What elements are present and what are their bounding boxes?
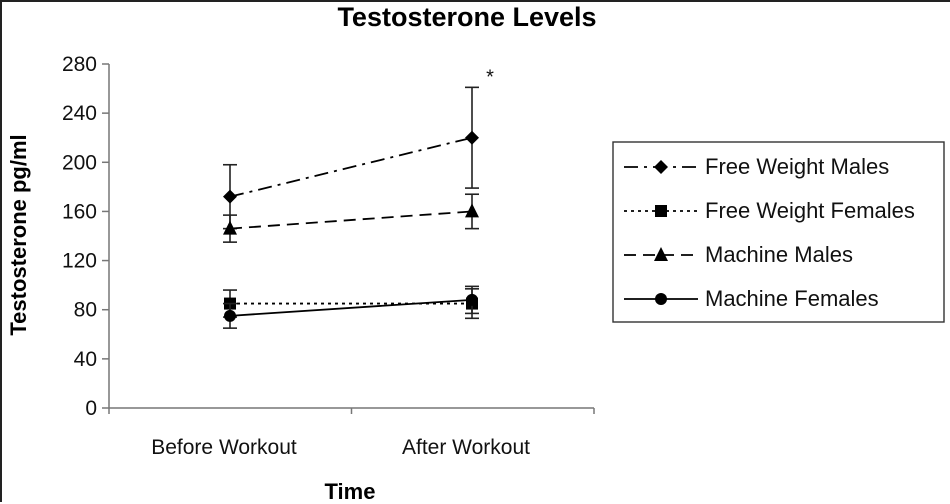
axes: 0 40 80 120 160 200 240 280 Before Workout After … [62,53,595,459]
legend-marker [655,293,667,305]
legend-marker [655,205,667,217]
y-tick-label: 280 [62,53,97,76]
legend-item-1: Free Weight Females [624,198,915,223]
series-line [229,136,473,198]
y-tick-label: 200 [62,151,97,174]
x-axis-label: Time [325,479,376,504]
series-line [229,210,473,230]
series-line [229,298,473,317]
legend-label: Machine Females [705,286,879,311]
y-tick-label: 0 [85,397,97,420]
data-point [465,130,479,145]
legend-box [612,141,945,323]
series-2 [223,193,479,243]
legend-label: Free Weight Females [705,198,915,223]
x-tick-label: After Workout [402,436,530,459]
legend-label: Machine Males [705,242,853,267]
data-point [223,220,237,235]
y-tick-label: 80 [74,299,97,322]
annotation-layer: * [486,66,494,88]
legend-item-2: Machine Males [624,242,853,267]
x-tick-label: Before Workout [151,436,297,459]
data-point [465,203,479,218]
series-layer [223,86,479,329]
y-axis-label: Testosterone pg/ml [6,134,31,335]
series-3 [223,285,479,329]
legend-item-3: Machine Females [624,286,879,311]
series-0 [223,86,479,230]
data-point [224,309,236,322]
significance-annotation: * [486,66,494,88]
legend: Free Weight Males Free Weight Females Mach… [612,141,945,323]
y-tick-label: 240 [62,102,97,125]
legend-label: Free Weight Males [705,154,889,179]
chart-title: Testosterone Levels [337,2,596,32]
y-tick-label: 40 [74,348,97,371]
data-point [466,293,478,306]
y-tick-label: 160 [62,200,97,223]
y-tick-label: 120 [62,250,97,273]
legend-item-0: Free Weight Males [624,154,889,179]
legend-marker [654,247,668,261]
legend-marker [654,160,668,174]
data-point [223,189,237,204]
